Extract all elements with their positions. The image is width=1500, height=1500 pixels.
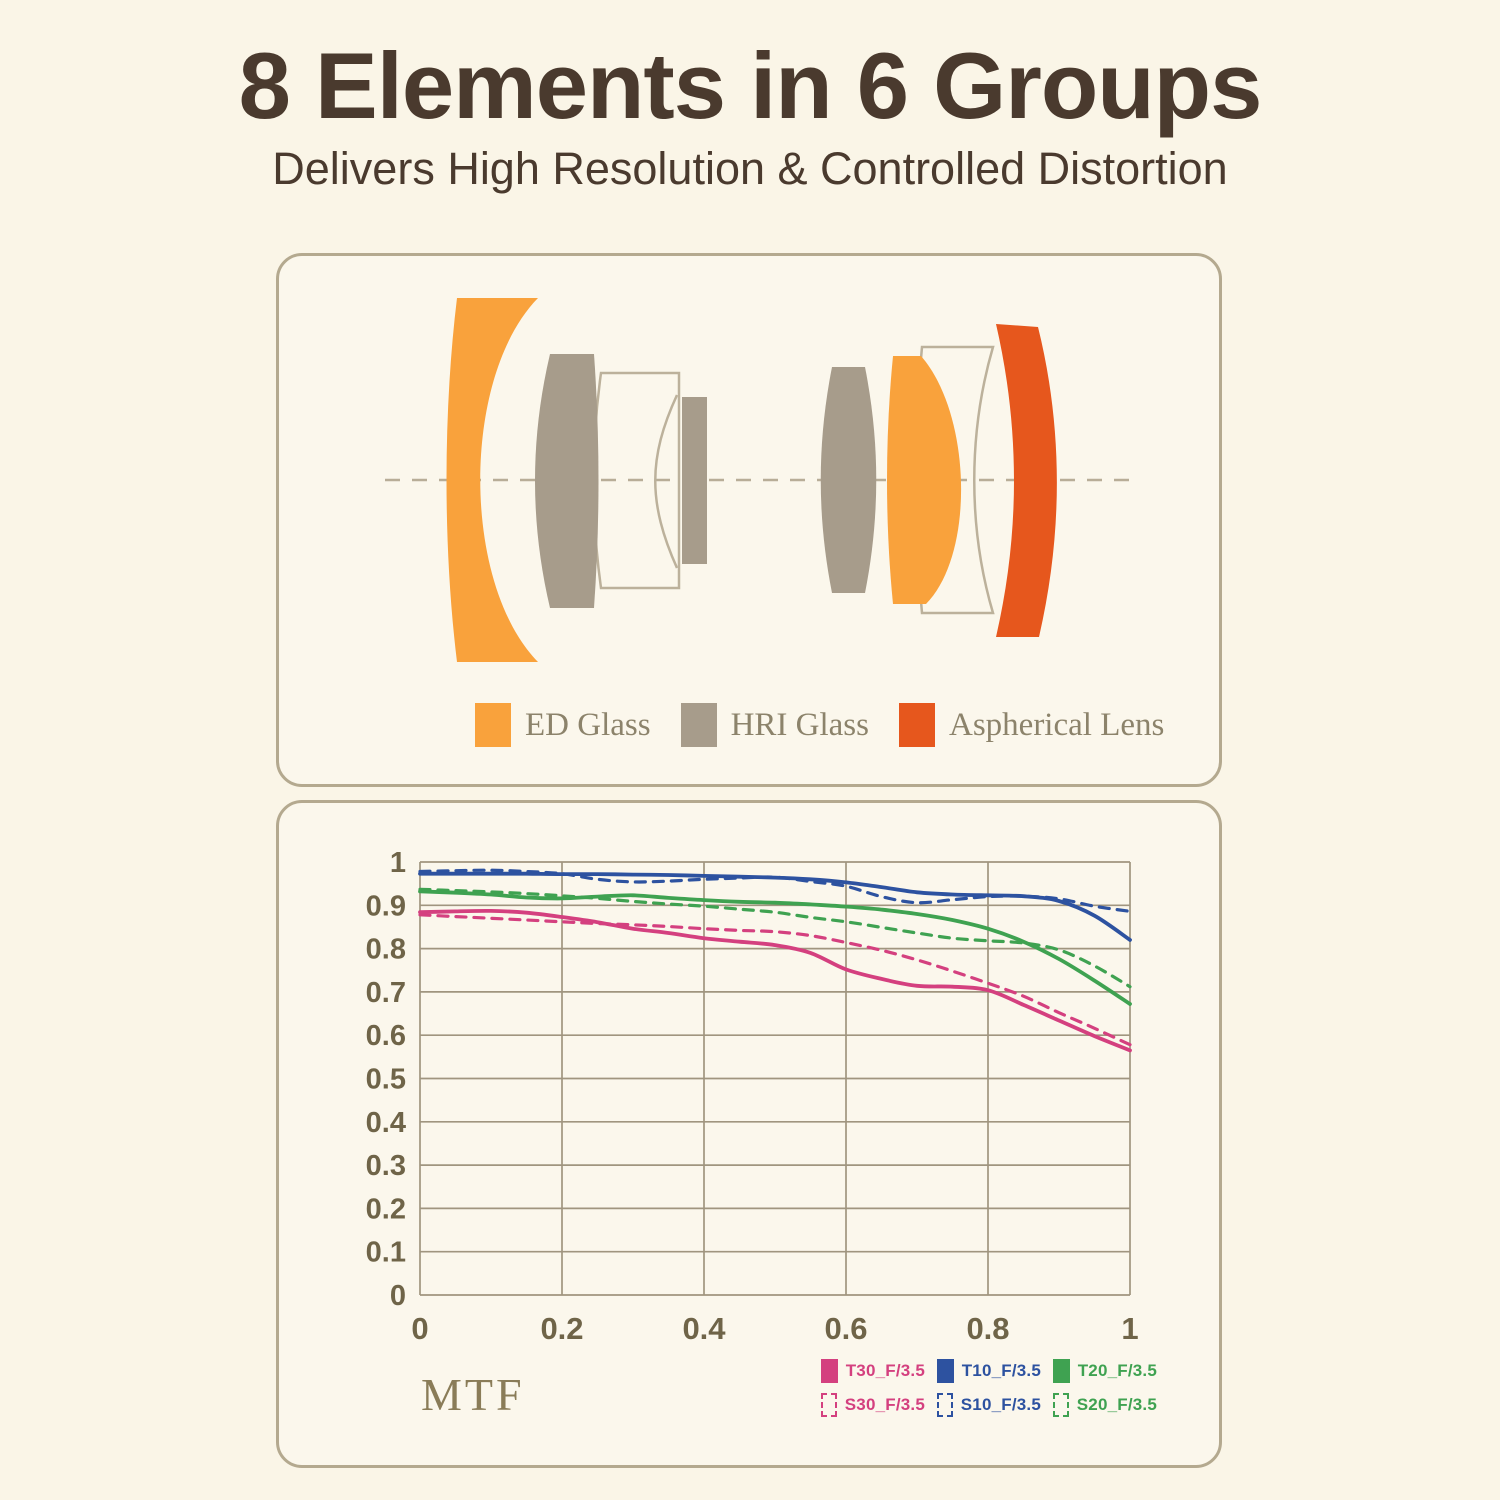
lens-element-ed-front — [446, 298, 538, 662]
mtf-curve-s20 — [418, 887, 1132, 989]
solid-swatch-icon — [937, 1359, 954, 1383]
y-axis-tick-label: 1 — [390, 847, 406, 879]
lens-interface-1 — [654, 394, 679, 569]
x-axis-tick-label: 0.2 — [540, 1311, 583, 1346]
lens-element-hri-3 — [820, 367, 877, 593]
y-axis-tick-label: 0.1 — [366, 1237, 406, 1269]
lens-legend: ED Glass HRI Glass Aspherical Lens — [475, 702, 1164, 748]
mtf-legend-label: T10_F/3.5 — [961, 1361, 1041, 1380]
ed-glass-swatch-icon — [475, 703, 511, 747]
mtf-legend-row-solid: T30_F/3.5 T10_F/3.5 T20_F/3.5 — [821, 1359, 1157, 1383]
x-axis-tick-label: 1 — [1121, 1311, 1138, 1346]
lens-legend-label: HRI Glass — [730, 706, 869, 743]
x-axis-tick-label: 0 — [411, 1311, 428, 1346]
mtf-curve-t10 — [418, 871, 1132, 942]
mtf-label: MTF — [421, 1369, 525, 1420]
y-axis-tick-label: 0.9 — [366, 890, 406, 922]
lens-diagram-panel: ED Glass HRI Glass Aspherical Lens — [276, 253, 1222, 787]
lens-legend-item: ED Glass — [475, 703, 651, 747]
mtf-legend-item: S30_F/3.5 — [821, 1393, 925, 1417]
mtf-legend-label: S30_F/3.5 — [844, 1395, 925, 1414]
page-subtitle: Delivers High Resolution & Controlled Di… — [272, 143, 1228, 194]
mtf-legend-item: T30_F/3.5 — [821, 1359, 925, 1383]
y-axis-tick-label: 0.2 — [366, 1193, 406, 1225]
solid-swatch-icon — [1053, 1359, 1070, 1383]
y-axis-tick-label: 0.5 — [366, 1064, 406, 1096]
mtf-legend-label: S10_F/3.5 — [960, 1395, 1041, 1414]
y-axis-tick-label: 0.3 — [366, 1150, 406, 1182]
y-axis-tick-label: 0 — [390, 1280, 406, 1312]
mtf-legend-item: S10_F/3.5 — [937, 1393, 1041, 1417]
lens-legend-item: Aspherical Lens — [899, 703, 1164, 747]
mtf-curve-t30 — [418, 908, 1132, 1053]
mtf-legend-item: T10_F/3.5 — [937, 1359, 1041, 1383]
solid-swatch-icon — [821, 1359, 838, 1383]
mtf-curve-s30 — [418, 913, 1132, 1047]
aspherical-swatch-icon — [899, 703, 935, 747]
mtf-chart: 0 0.1 0.2 0.3 0.4 0.5 0.6 0.7 0.8 0.9 1 0 0.2 0.4 0.6 0… — [366, 847, 1139, 1346]
dashed-swatch-icon — [821, 1393, 837, 1417]
y-axis-tick-label: 0.4 — [366, 1107, 406, 1139]
y-axis-tick-label: 0.6 — [366, 1020, 406, 1052]
lens-element-hri-2 — [682, 397, 707, 564]
dashed-swatch-icon — [937, 1393, 953, 1417]
mtf-panel: 0 0.1 0.2 0.3 0.4 0.5 0.6 0.7 0.8 0.9 1 0 0.2 0.4 0.6 0… — [276, 800, 1222, 1468]
x-axis-tick-label: 0.8 — [966, 1311, 1009, 1346]
mtf-legend-row-dashed: S30_F/3.5 S10_F/3.5 S20_F/3.5 — [821, 1393, 1157, 1417]
mtf-legend-label: S20_F/3.5 — [1076, 1395, 1157, 1414]
mtf-legend: T30_F/3.5 T10_F/3.5 T20_F/3.5 S30_F/3.5 S10… — [821, 1359, 1157, 1417]
mtf-curve-t20 — [418, 889, 1132, 1006]
page-title: 8 Elements in 6 Groups — [238, 33, 1263, 138]
lens-element-aspherical — [996, 324, 1057, 637]
x-axis-tick-label: 0.4 — [682, 1311, 726, 1346]
dashed-swatch-icon — [1053, 1393, 1069, 1417]
lens-legend-item: HRI Glass — [680, 703, 869, 747]
hri-glass-swatch-icon — [680, 703, 717, 747]
x-axis-tick-label: 0.6 — [824, 1311, 867, 1346]
y-axis-tick-label: 0.8 — [366, 934, 406, 966]
mtf-legend-item: S20_F/3.5 — [1053, 1393, 1157, 1417]
mtf-legend-item: T20_F/3.5 — [1053, 1359, 1157, 1383]
mtf-legend-label: T30_F/3.5 — [845, 1361, 925, 1380]
y-axis-tick-label: 0.7 — [366, 977, 406, 1009]
lens-legend-label: Aspherical Lens — [949, 706, 1165, 743]
lens-legend-label: ED Glass — [525, 706, 651, 743]
mtf-legend-label: T20_F/3.5 — [1077, 1361, 1157, 1380]
lens-element-hri-1 — [535, 354, 599, 608]
lens-diagram — [385, 298, 1136, 662]
lens-element-ed-rear — [887, 356, 962, 604]
